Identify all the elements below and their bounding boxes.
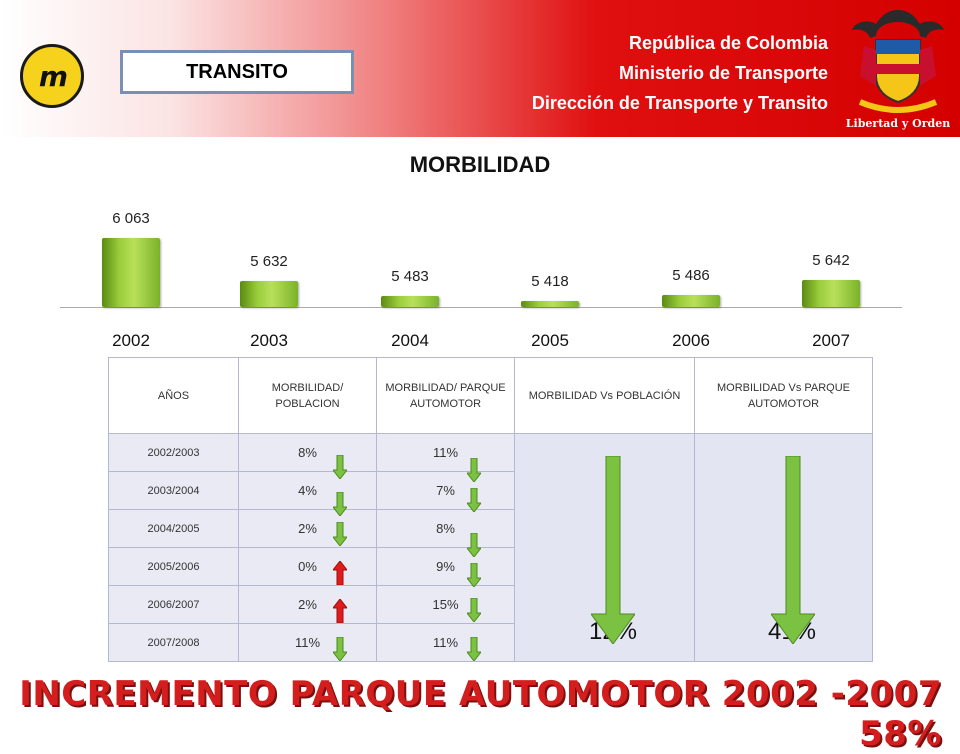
morbilidad-poblacion-cell: 2% [238,509,377,548]
header-band: m TRANSITO República de Colombia Ministe… [0,0,960,137]
morbilidad-parque-cell: 9% [376,547,515,586]
header-anos: AÑOS [108,357,239,434]
header-vs-parque: MORBILIDAD Vs PARQUE AUTOMOTOR [694,357,873,434]
chart-title: MORBILIDAD [409,152,551,177]
big-down-arrow-icon [591,456,635,644]
bar-value-label: 5 418 [531,273,569,290]
trend-up-arrow-icon [333,599,347,623]
period-cell: 2005/2006 [108,547,239,586]
period-cell: 2002/2003 [108,433,239,472]
government-heading: República de Colombia Ministerio de Tran… [532,28,828,118]
trend-down-arrow-icon [467,488,481,512]
morbilidad-parque-cell: 15% [376,585,515,624]
increment-banner: INCREMENTO PARQUE AUTOMOTOR 2002 -2007 5… [19,674,942,754]
bar-value-label: 5 486 [672,267,710,285]
morbilidad-parque-cell: 7% [376,471,515,510]
bar-2007 [802,279,860,307]
bar-value-label: 5 483 [391,267,429,285]
trend-down-arrow-icon [333,492,347,516]
year-tick-label: 2005 [531,331,569,350]
trend-down-arrow-icon [467,533,481,557]
trend-down-arrow-icon [467,458,481,482]
bar-2003 [240,280,298,307]
bar-2004 [381,295,439,307]
morbilidad-bar-chart: 6 063 2002 5 632 2003 5 483 2004 5 418 2005 5 48… [60,195,902,355]
morbilidad-poblacion-cell: 4% [238,471,377,510]
chart-baseline [60,307,902,308]
trend-down-arrow-icon [333,637,347,661]
header-morbilidad-poblacion: MORBILIDAD/ POBLACION [238,357,377,434]
colombia-coat-of-arms-icon: Libertad y Orden [846,10,950,130]
ministry-logo: m [20,44,84,108]
year-tick-label: 2002 [112,331,150,350]
trend-down-arrow-icon [333,455,347,479]
header-vs-poblacion: MORBILIDAD Vs POBLACIÓN [514,357,695,434]
bar-value-label: 5 642 [812,251,850,269]
morbilidad-poblacion-cell: 0% [238,547,377,586]
trend-down-arrow-icon [467,637,481,661]
morbilidad-parque-cell: 8% [376,509,515,548]
table-row: 2007/2008 11% 11% [108,623,873,662]
section-transito-button[interactable]: TRANSITO [120,50,354,94]
year-tick-label: 2006 [672,331,710,350]
bar-value-label: 6 063 [112,209,150,227]
table-row: 2004/2005 2% 8% [108,509,873,548]
svg-text:Libertad y Orden: Libertad y Orden [846,117,950,130]
table-row: 2003/2004 4% 7% [108,471,873,510]
header-morbilidad-parque: MORBILIDAD/ PARQUE AUTOMOTOR [376,357,515,434]
big-down-arrow-icon [771,456,815,644]
table-row: 2006/2007 2% 15% [108,585,873,624]
trend-down-arrow-icon [333,522,347,546]
period-cell: 2004/2005 [108,509,239,548]
table-row: 2005/2006 0% 9% [108,547,873,586]
morbilidad-table: AÑOS MORBILIDAD/ POBLACION MORBILIDAD/ P… [108,357,873,662]
gov-line-ministry: Ministerio de Transporte [618,63,828,83]
trend-down-arrow-icon [467,563,481,587]
year-tick-label: 2004 [391,331,429,350]
morbilidad-parque-cell: 11% [376,433,515,472]
gov-line-republic: República de Colombia [628,33,828,53]
period-cell: 2003/2004 [108,471,239,510]
morbilidad-poblacion-cell: 8% [238,433,377,472]
morbilidad-parque-cell: 11% [376,623,515,662]
bar-2005 [521,301,579,307]
trend-down-arrow-icon [467,598,481,622]
bar-2002 [102,237,160,307]
bar-2006 [662,295,720,307]
table-row: 2002/2003 8% 11% [108,433,873,662]
year-tick-label: 2007 [812,331,850,350]
morbilidad-poblacion-cell: 2% [238,585,377,624]
morbilidad-poblacion-cell: 11% [238,623,377,662]
period-cell: 2007/2008 [108,623,239,662]
year-tick-label: 2003 [250,331,288,350]
trend-up-arrow-icon [333,561,347,585]
bar-value-label: 5 632 [250,252,288,270]
gov-line-direction: Dirección de Transporte y Transito [531,93,828,113]
period-cell: 2006/2007 [108,585,239,624]
